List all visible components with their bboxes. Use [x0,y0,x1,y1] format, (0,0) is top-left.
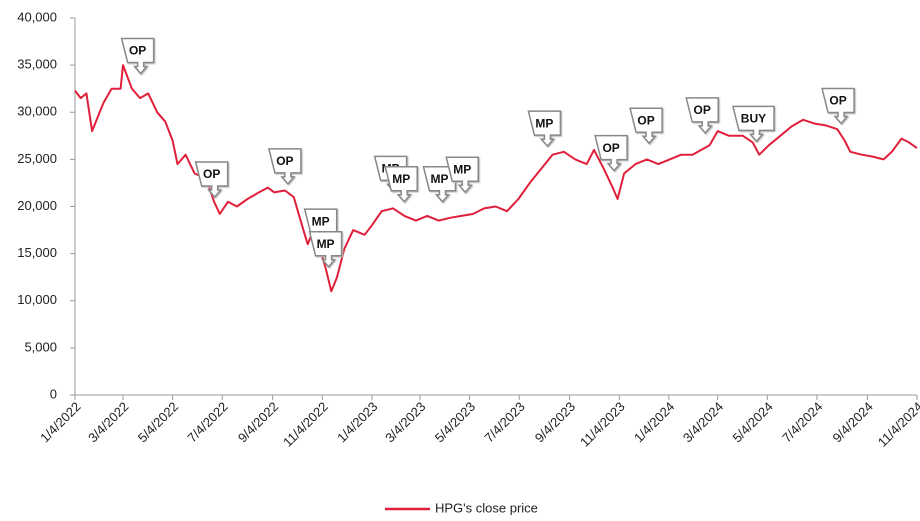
callout: OP [629,107,663,145]
callout-shape [120,37,155,75]
callout: OP [685,97,719,135]
y-tick-label: 20,000 [17,198,57,213]
y-tick-label: 30,000 [17,104,57,119]
y-tick-label: 25,000 [17,151,57,166]
price-line [74,64,918,293]
callout: OP [821,87,855,125]
callout-shape [821,87,855,125]
callout-label: MP [317,237,335,251]
x-tick-label: 3/4/2022 [85,399,131,445]
callout: MP [384,165,418,203]
callout-shape [527,110,562,148]
x-tick-label: 9/4/2024 [830,399,876,445]
callout: BUY [732,105,775,143]
callout-label: MP [430,172,448,186]
callout-shape [685,97,719,135]
y-tick-label: 40,000 [17,9,57,24]
x-tick-label: 7/4/2024 [779,399,825,445]
y-tick-label: 35,000 [17,57,57,72]
x-tick-label: 5/4/2023 [432,399,478,445]
callout-label: OP [276,154,293,168]
legend-label: HPG's close price [435,500,538,515]
x-tick-label: 1/4/2023 [334,399,380,445]
y-tick-label: 10,000 [17,292,57,307]
x-tick-label: 7/4/2023 [481,399,527,445]
x-tick-label: 11/4/2022 [280,399,331,450]
x-tick-label: 11/4/2024 [875,399,920,450]
x-tick-label: 1/4/2024 [631,399,677,445]
callout: OP [594,134,628,172]
callout: OP [120,37,155,75]
callout-shape [308,231,343,268]
callout: MP [445,156,479,194]
callout-label: OP [129,44,146,58]
callout-shape [732,105,775,143]
x-tick-label: 3/4/2023 [382,399,428,445]
callout-shape [594,134,628,172]
callout: MP [422,165,457,203]
callout-shape [629,107,663,145]
callout: OP [267,148,302,185]
x-tick-label: 3/4/2024 [680,399,726,445]
callout-label: MP [312,214,330,228]
callout-shape [422,165,457,203]
callout-label: OP [637,113,654,127]
callout: MP [527,110,562,148]
x-tick-label: 9/4/2022 [235,399,281,445]
x-tick-label: 9/4/2023 [532,399,578,445]
callout-label: OP [829,94,846,108]
callout-shape [384,165,418,203]
y-tick-label: 5,000 [24,339,57,354]
x-tick-label: 7/4/2022 [184,399,230,445]
callout-label: OP [694,103,711,117]
x-tick-label: 11/4/2023 [577,399,628,450]
x-tick-label: 5/4/2024 [729,399,775,445]
x-tick-label: 5/4/2022 [135,399,181,445]
callout-shape [445,156,479,194]
callout-label: MP [392,172,410,186]
callout-label: OP [203,167,220,181]
callout-label: MP [453,162,471,176]
y-tick-label: 15,000 [17,245,57,260]
callout-shape [194,161,229,199]
callout: MP [308,231,343,268]
y-tick-label: 0 [50,386,57,401]
callout: OP [194,161,229,199]
callout-label: MP [535,116,553,130]
callout-label: OP [602,141,619,155]
callout-shape [267,148,302,185]
callout-label: BUY [741,112,766,126]
x-tick-label: 1/4/2022 [37,399,83,445]
